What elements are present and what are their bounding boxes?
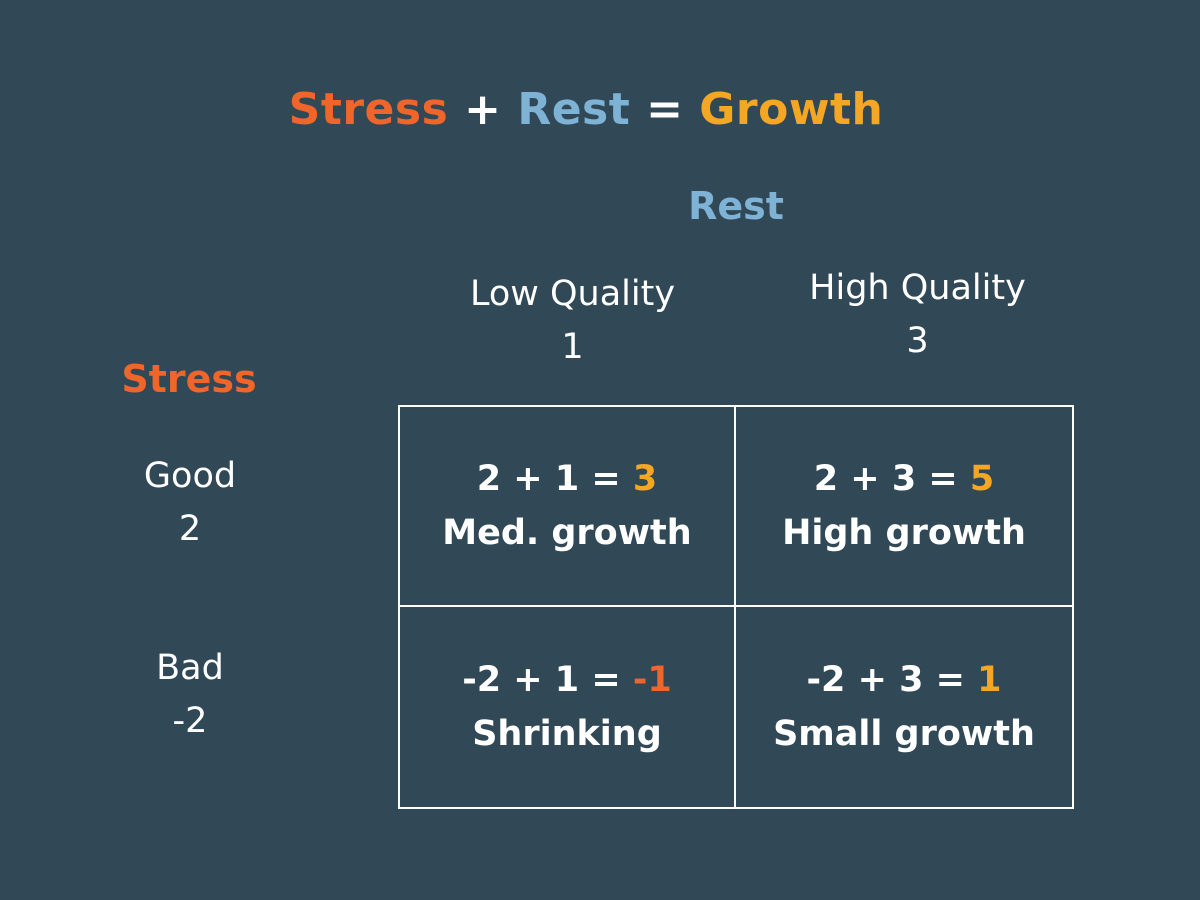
equation-result: 3	[632, 459, 658, 499]
row-header-value: -2	[172, 701, 208, 741]
row-header-good: Good 2	[90, 450, 290, 556]
outcome-matrix: 2 + 1 = 3 Med. growth 2 + 3 = 5 High gro…	[398, 405, 1074, 809]
equation-text: -2 + 1 =	[462, 660, 633, 700]
cell-bad-low: -2 + 1 = -1 Shrinking	[400, 607, 736, 807]
title-stress: Stress	[288, 84, 449, 135]
cell-outcome: Shrinking	[472, 714, 662, 754]
column-header-label: High Quality	[809, 268, 1026, 308]
column-header-high-quality: High Quality 3	[745, 262, 1090, 368]
equation-result: -1	[632, 660, 672, 700]
rest-axis-label: Rest	[688, 184, 784, 228]
cell-equation: -2 + 3 = 1	[807, 653, 1002, 707]
equation-result: 5	[969, 459, 995, 499]
row-header-value: 2	[178, 509, 202, 549]
diagram-title: Stress + Rest = Growth	[0, 84, 1172, 135]
equation-text: 2 + 1 =	[476, 459, 633, 499]
column-header-label: Low Quality	[469, 274, 676, 314]
cell-outcome: Small growth	[773, 714, 1035, 754]
column-header-value: 3	[906, 321, 929, 361]
cell-outcome: High growth	[782, 513, 1026, 553]
cell-equation: 2 + 1 = 3	[477, 452, 657, 506]
equation-result: 1	[977, 660, 1002, 700]
column-header-value: 1	[561, 327, 584, 367]
title-rest: Rest	[517, 84, 631, 135]
equation-text: -2 + 3 =	[806, 660, 978, 700]
row-header-label: Good	[143, 456, 237, 496]
row-header-bad: Bad -2	[90, 642, 290, 748]
cell-bad-high: -2 + 3 = 1 Small growth	[736, 607, 1072, 807]
title-growth: Growth	[699, 84, 884, 135]
stress-axis-label: Stress	[121, 357, 257, 401]
title-equals: =	[646, 84, 684, 135]
cell-good-low: 2 + 1 = 3 Med. growth	[400, 407, 736, 607]
cell-good-high: 2 + 3 = 5 High growth	[736, 407, 1072, 607]
cell-equation: -2 + 1 = -1	[462, 653, 672, 707]
cell-equation: 2 + 3 = 5	[814, 452, 994, 506]
cell-outcome: Med. growth	[442, 513, 692, 553]
row-header-label: Bad	[156, 648, 224, 688]
title-plus: +	[464, 84, 502, 135]
equation-text: 2 + 3 =	[813, 459, 970, 499]
column-header-low-quality: Low Quality 1	[400, 268, 745, 374]
